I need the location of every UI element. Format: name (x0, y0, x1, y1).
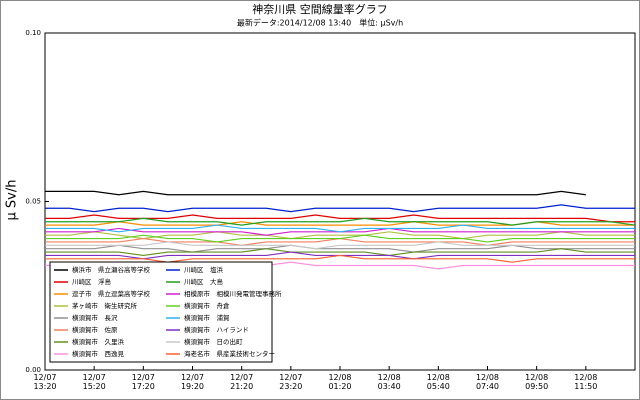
legend-label: 横須賀市 久里浜 (72, 337, 125, 346)
legend-label: 海老名市 県産業技術センター (184, 349, 275, 358)
legend-label: 茅ヶ崎市 衛生研究所 (72, 301, 138, 310)
legend-box (49, 261, 273, 363)
y-tick-label: 0.00 (25, 366, 41, 374)
series-line (45, 190, 586, 196)
legend-label: 川崎区 大島 (184, 277, 224, 286)
legend-label: 川崎区 浮島 (72, 277, 112, 286)
legend-label: 横須賀市 長沢 (72, 313, 118, 322)
x-tick-label: 12/08 05:40 (426, 373, 450, 391)
series-line (45, 244, 635, 253)
legend-label: 横須賀市 浦賀 (184, 313, 230, 322)
legend-label: 川崎区 塩浜 (184, 265, 224, 274)
series-line (45, 241, 635, 250)
chart-subtitle: 最新データ:2014/12/08 13:40 単位: μSv/h (237, 18, 403, 28)
x-tick-label: 12/08 01:20 (328, 373, 352, 391)
legend-label: 横浜市 県立瀬谷高等学校 (72, 265, 151, 274)
y-tick-label: 0.10 (25, 29, 41, 37)
chart-title: 神奈川県 空間線量率グラフ (252, 2, 388, 16)
x-tick-label: 12/07 21:20 (230, 373, 254, 391)
y-tick-label: 0.05 (25, 198, 41, 206)
legend-label: 相模原市 相模川発電管理事務所 (184, 289, 282, 298)
x-tick-label: 12/08 11:50 (574, 373, 598, 391)
x-tick-label: 12/08 03:40 (377, 373, 401, 391)
series-line (45, 204, 635, 213)
series-line (45, 234, 635, 243)
series-line (45, 224, 635, 233)
legend-label: 横須賀市 佐原 (72, 325, 118, 334)
x-tick-label: 12/07 13:20 (33, 373, 57, 391)
legend-label: 逗子市 県立逗葉高等学校 (72, 289, 151, 298)
x-tick-label: 12/08 09:50 (525, 373, 549, 391)
series-line (45, 254, 635, 263)
series-line (45, 248, 635, 257)
legend-label: 横須賀市 ハイランド (184, 325, 249, 334)
x-tick-label: 12/07 15:20 (82, 373, 106, 391)
x-tick-label: 12/07 17:20 (131, 373, 155, 391)
series-line (45, 217, 636, 226)
x-tick-label: 12/08 07:40 (475, 373, 500, 391)
x-tick-label: 12/07 23:20 (279, 373, 303, 391)
y-axis-label: μ Sv/h (5, 180, 20, 221)
legend-label: 横須賀市 西逸見 (72, 349, 125, 358)
legend-label: 横須賀市 舟倉 (184, 301, 230, 310)
x-tick-label: 12/07 19:20 (180, 373, 205, 391)
legend-label: 横須賀市 日の出町 (184, 337, 243, 346)
